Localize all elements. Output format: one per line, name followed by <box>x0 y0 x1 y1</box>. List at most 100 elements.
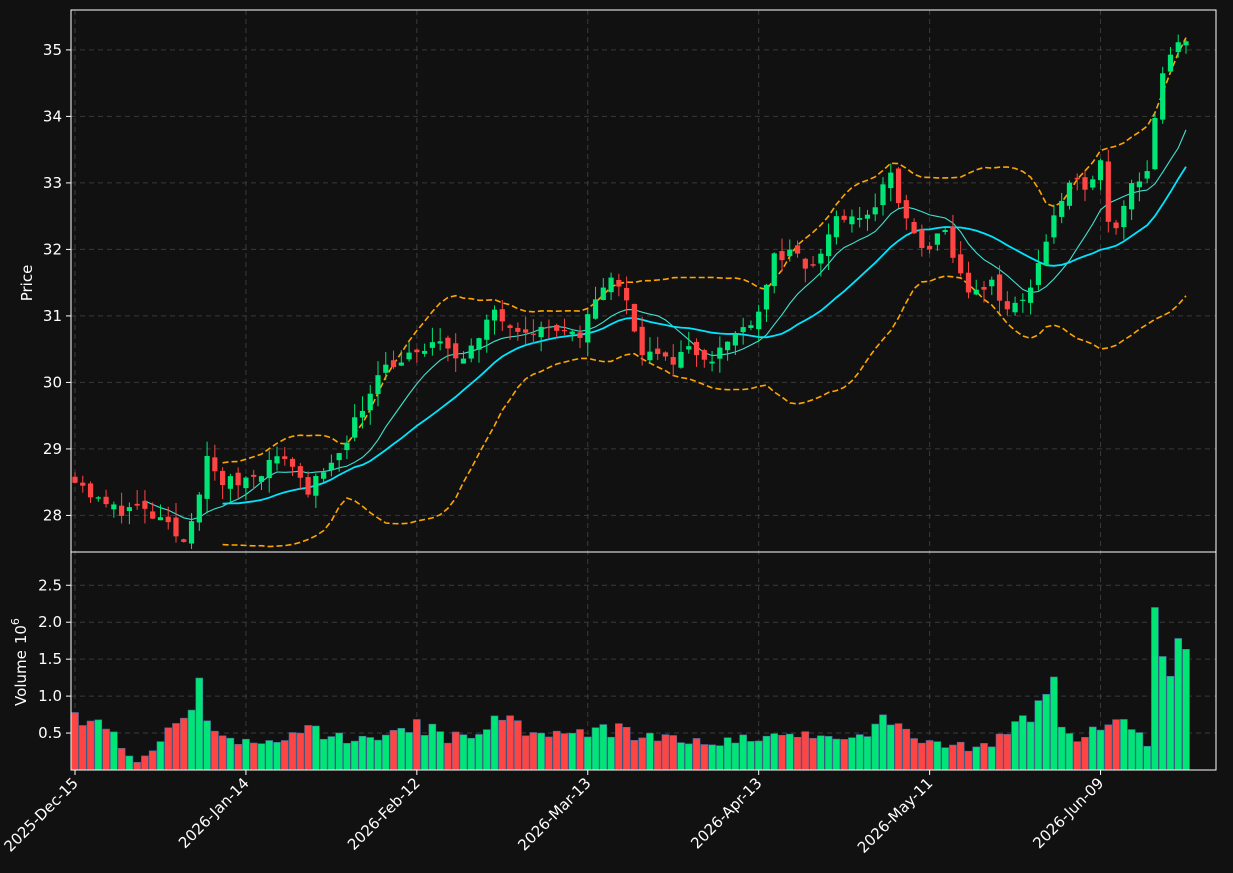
candle-113 <box>950 214 956 264</box>
candle-16 <box>196 492 202 531</box>
candle-body-96 <box>818 253 824 264</box>
volume-bar-107 <box>902 728 911 771</box>
volume-bar-85 <box>731 742 740 771</box>
candle-body-10 <box>150 511 156 519</box>
volume-bar-1 <box>78 725 87 771</box>
price-tick-label-6: 34 <box>43 107 62 125</box>
candle-98 <box>833 210 839 245</box>
candle-130 <box>1082 170 1088 202</box>
candle-body-24 <box>258 476 265 482</box>
candle-body-129 <box>1074 177 1080 180</box>
candle-body-45 <box>422 350 428 354</box>
candle-body-11 <box>157 517 164 521</box>
sma-slow-line <box>222 166 1187 505</box>
candle-body-60 <box>538 326 544 338</box>
candle-body-25 <box>266 459 272 479</box>
candle-64 <box>569 329 575 342</box>
volume-bar-30 <box>304 725 312 771</box>
candle-body-16 <box>196 494 202 523</box>
volume-bar-138 <box>1143 745 1151 771</box>
candle-23 <box>251 469 257 490</box>
candle-49 <box>453 333 459 373</box>
candle-body-54 <box>491 309 498 321</box>
candle-body-131 <box>1090 179 1096 188</box>
volume-bar-129 <box>1073 741 1082 771</box>
candle-body-135 <box>1121 205 1127 228</box>
volume-bar-54 <box>490 715 499 771</box>
candle-12 <box>165 506 171 530</box>
candle-129 <box>1074 173 1080 191</box>
price-tick-label-3: 31 <box>43 307 62 325</box>
candle-127 <box>1059 192 1065 224</box>
candle-143 <box>1183 40 1189 54</box>
candle-body-36 <box>352 417 358 438</box>
candle-body-133 <box>1105 161 1111 222</box>
candle-80 <box>693 338 700 367</box>
volume-bar-74 <box>646 732 654 771</box>
candle-body-75 <box>655 348 661 354</box>
volume-bar-75 <box>653 740 662 771</box>
candle-body-3 <box>95 497 101 499</box>
candle-87 <box>748 320 754 331</box>
candle-body-115 <box>965 272 972 293</box>
volume-bar-46 <box>428 723 437 771</box>
candle-body-125 <box>1043 241 1049 266</box>
candle-body-90 <box>771 253 777 287</box>
candle-102 <box>864 209 871 231</box>
candle-body-63 <box>561 330 568 332</box>
volume-bar-53 <box>482 729 491 771</box>
volume-bar-71 <box>622 727 631 771</box>
volume-bar-106 <box>894 723 903 771</box>
candle-79 <box>686 331 692 354</box>
candle-106 <box>895 167 902 208</box>
candle-39 <box>375 361 381 407</box>
candle-93 <box>794 240 801 258</box>
candle-body-23 <box>251 474 257 477</box>
candle-19 <box>220 467 226 500</box>
candle-body-85 <box>732 333 738 346</box>
candle-body-20 <box>227 476 233 489</box>
candle-138 <box>1144 160 1150 184</box>
volume-bar-81 <box>700 744 709 771</box>
volume-bar-23 <box>249 742 258 771</box>
grid-layer <box>71 10 1216 770</box>
volume-bar-49 <box>451 731 460 771</box>
candle-body-82 <box>709 361 715 364</box>
volume-bar-50 <box>459 734 468 771</box>
volume-bar-82 <box>708 744 716 771</box>
candle-body-7 <box>126 507 132 512</box>
candle-body-9 <box>142 500 148 509</box>
volume-bar-99 <box>840 739 848 771</box>
candle-62 <box>554 323 560 338</box>
price-axis-label: Price <box>18 265 36 302</box>
candle-51 <box>468 338 474 363</box>
candle-4 <box>103 489 109 508</box>
volume-bar-130 <box>1081 737 1089 771</box>
candle-body-31 <box>313 475 319 496</box>
volume-bar-127 <box>1057 726 1066 771</box>
volume-bar-123 <box>1026 721 1035 771</box>
candle-119 <box>996 265 1003 313</box>
volume-bar-52 <box>475 734 483 771</box>
candle-body-86 <box>740 327 746 333</box>
volume-bar-66 <box>583 736 592 771</box>
candle-body-5 <box>111 504 117 510</box>
volume-bar-56 <box>506 715 514 771</box>
volume-bar-9 <box>141 755 149 771</box>
candle-137 <box>1136 172 1142 202</box>
volume-bar-11 <box>156 741 165 771</box>
candle-body-119 <box>996 274 1003 301</box>
volume-bar-87 <box>747 741 755 771</box>
candle-body-27 <box>282 456 288 460</box>
volume-bar-22 <box>242 738 250 771</box>
volume-bar-124 <box>1034 700 1043 771</box>
volume-bar-63 <box>560 733 569 771</box>
candle-131 <box>1090 175 1096 191</box>
candle-10 <box>150 502 156 519</box>
candle-83 <box>717 336 723 373</box>
volume-bar-88 <box>754 740 763 771</box>
candle-2 <box>87 481 94 503</box>
volume-layer <box>71 607 1190 771</box>
candle-67 <box>592 286 599 320</box>
